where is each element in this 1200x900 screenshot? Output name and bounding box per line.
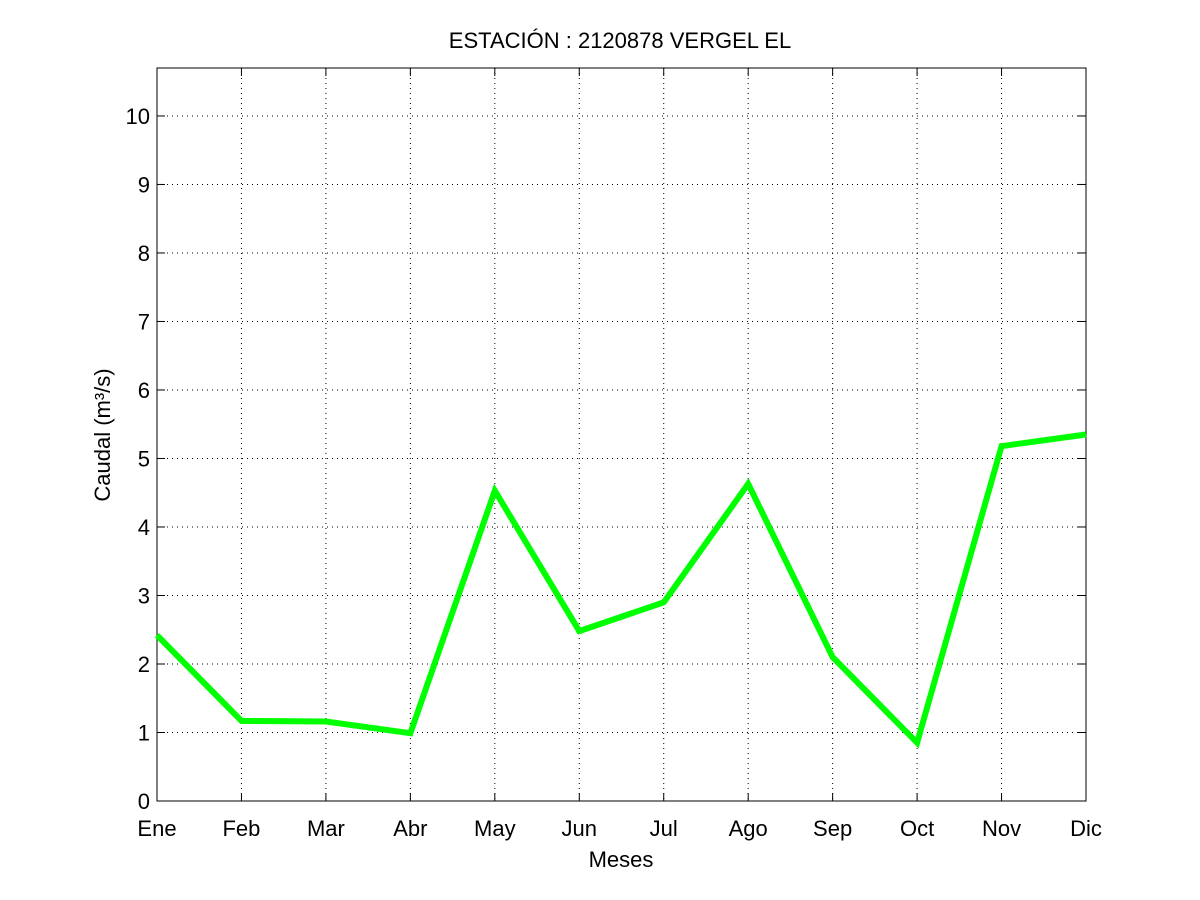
y-tick-label: 0 xyxy=(138,789,150,814)
x-tick-labels: Ene Feb Mar Abr May Jun Jul Ago Sep Oct Nov Dic xyxy=(137,816,1101,841)
y-tick-label: 4 xyxy=(138,515,150,540)
series-line xyxy=(154,431,1087,749)
axis-ticks xyxy=(156,68,1087,802)
y-tick-label: 9 xyxy=(138,172,150,197)
x-tick-label: Sep xyxy=(813,816,852,841)
x-tick-label: Jun xyxy=(562,816,597,841)
chart-title: ESTACIÓN : 2120878 VERGEL EL xyxy=(449,28,791,53)
y-tick-label: 2 xyxy=(138,652,150,677)
x-tick-label: Ago xyxy=(729,816,768,841)
grid-lines xyxy=(157,68,1086,801)
x-tick-label: Oct xyxy=(900,816,934,841)
y-tick-labels: 0 1 2 3 4 5 6 7 8 9 10 xyxy=(126,104,150,814)
y-tick-label: 1 xyxy=(138,720,150,745)
y-tick-label: 8 xyxy=(138,241,150,266)
y-tick-label: 3 xyxy=(138,583,150,608)
x-tick-label: Abr xyxy=(393,816,427,841)
y-tick-label: 5 xyxy=(138,446,150,471)
y-tick-label: 7 xyxy=(138,309,150,334)
x-tick-label: Ene xyxy=(137,816,176,841)
series-layer xyxy=(154,431,1087,749)
y-axis-label: Caudal (m³/s) xyxy=(90,368,115,501)
x-tick-label: Nov xyxy=(982,816,1021,841)
plot-area xyxy=(156,67,1087,802)
x-tick-label: Jul xyxy=(650,816,678,841)
x-tick-label: Dic xyxy=(1070,816,1102,841)
x-axis-label: Meses xyxy=(589,847,654,872)
y-tick-label: 6 xyxy=(138,378,150,403)
x-tick-label: Mar xyxy=(307,816,345,841)
x-tick-label: Feb xyxy=(222,816,260,841)
y-tick-label: 10 xyxy=(126,104,150,129)
x-tick-label: May xyxy=(474,816,516,841)
